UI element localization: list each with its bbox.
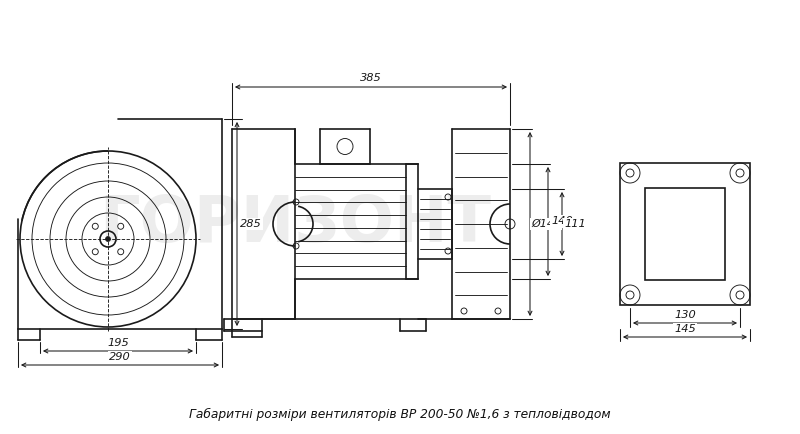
Text: 385: 385 — [360, 73, 382, 83]
Text: 285: 285 — [240, 219, 262, 229]
Text: ГОРИЗОНТ: ГОРИЗОНТ — [99, 193, 491, 255]
Text: 111: 111 — [564, 219, 586, 229]
Text: 140: 140 — [551, 217, 573, 227]
Text: 130: 130 — [674, 310, 696, 320]
Text: Габаритні розміри вентиляторів ВР 200-50 №1,6 з тепловідводом: Габаритні розміри вентиляторів ВР 200-50… — [189, 408, 611, 421]
Circle shape — [106, 237, 110, 241]
Text: 290: 290 — [109, 352, 131, 362]
Bar — [620, 163, 750, 305]
Text: 145: 145 — [674, 324, 696, 334]
Bar — [645, 188, 725, 280]
Text: 195: 195 — [107, 338, 129, 348]
Text: Ø142: Ø142 — [531, 219, 561, 229]
